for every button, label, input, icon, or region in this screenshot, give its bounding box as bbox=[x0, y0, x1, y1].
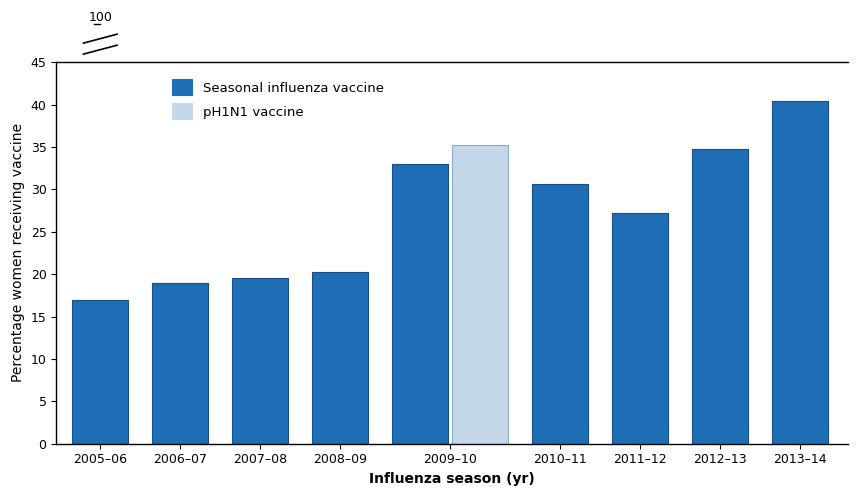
X-axis label: Influenza season (yr): Influenza season (yr) bbox=[369, 472, 535, 486]
Text: 100: 100 bbox=[88, 11, 113, 24]
Bar bbox=[312, 272, 369, 444]
Bar bbox=[612, 213, 668, 444]
Bar bbox=[392, 164, 448, 444]
Bar bbox=[452, 146, 508, 444]
Bar bbox=[152, 283, 208, 444]
Bar bbox=[532, 184, 588, 444]
Legend: Seasonal influenza vaccine, pH1N1 vaccine: Seasonal influenza vaccine, pH1N1 vaccin… bbox=[166, 73, 390, 126]
Bar bbox=[232, 277, 288, 444]
Bar bbox=[72, 300, 128, 444]
Bar bbox=[772, 100, 828, 444]
Bar bbox=[692, 149, 748, 444]
Y-axis label: Percentage women receiving vaccine: Percentage women receiving vaccine bbox=[11, 123, 25, 383]
